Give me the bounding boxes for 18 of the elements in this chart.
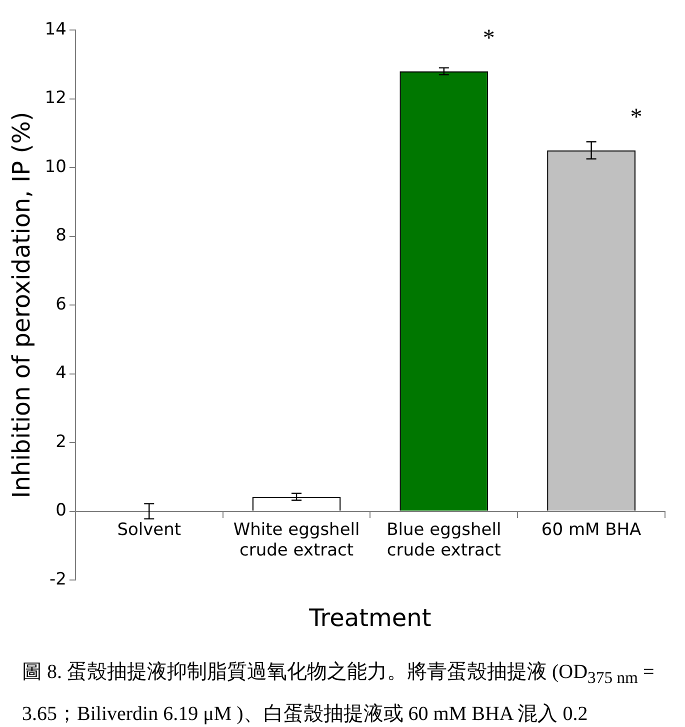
y-tick-label: 14 [44, 19, 66, 40]
y-tick-label: 10 [44, 156, 66, 177]
y-tick-label: 4 [56, 363, 66, 384]
annotation: * [482, 26, 495, 52]
y-tick-label: 6 [56, 294, 66, 314]
x-tick-label: 60 mM BHA [541, 520, 642, 540]
annotation: * [630, 104, 642, 131]
x-tick-label: Blue eggshell crude extract [386, 520, 502, 560]
x-tick-label: White eggshell crude extract [233, 520, 360, 560]
text: 圖 8. 蛋殼抽提液抑制脂質過氧化物之能力。將青蛋殼抽提液 (OD$_{375 nm}$ = 3.65；Biliverdin 6.19 μM )、白蛋殼抽提液或 60 mM BHA 混入 0.2 [22, 661, 654, 725]
y-tick-label: 8 [56, 226, 66, 246]
y-tick-label: 2 [56, 432, 66, 452]
x-tick-label: Solvent [117, 520, 182, 540]
y-tick-label: 12 [44, 88, 66, 108]
y-axis-title: Inhibition of peroxidation, IP (%) [8, 112, 36, 498]
y-tick-label: -2 [49, 569, 66, 590]
x-axis-title: Treatment [308, 604, 432, 632]
y-tick-label: 0 [56, 500, 66, 521]
